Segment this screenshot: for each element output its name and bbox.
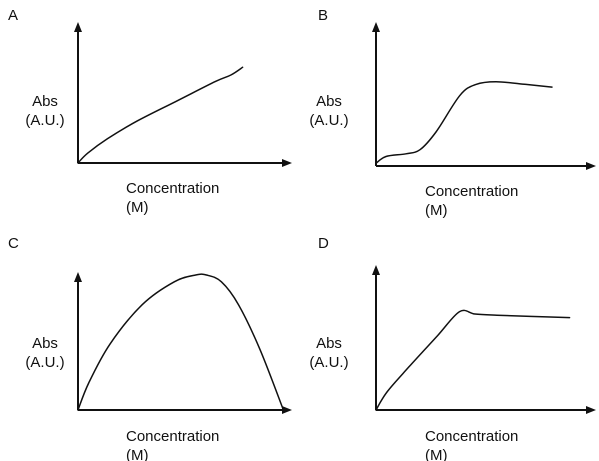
y-axis-label: Abs xyxy=(316,93,342,110)
series-line xyxy=(375,80,553,165)
series-line xyxy=(77,66,244,164)
x-axis-label: Concentration xyxy=(126,428,219,445)
x-axis-label: (M) xyxy=(126,447,149,461)
x-axis-label: Concentration xyxy=(425,183,518,200)
chart-panel-a: A Abs (A.U.) Concentration (M) xyxy=(8,7,292,216)
y-axis-label: Abs xyxy=(32,335,58,352)
chart-panel-c: C Abs (A.U.) Concentration (M) xyxy=(8,235,292,461)
y-axis-label: (A.U.) xyxy=(25,112,64,129)
panel-letter: A xyxy=(8,7,18,24)
x-axis-arrowhead xyxy=(282,159,292,167)
x-axis-label: Concentration xyxy=(425,428,518,445)
y-axis-arrowhead xyxy=(74,272,82,282)
y-axis-label: Abs xyxy=(316,335,342,352)
x-axis-arrowhead xyxy=(282,406,292,414)
x-axis-arrowhead xyxy=(586,162,596,170)
chart-panel-b: B Abs (A.U.) Concentration (M) xyxy=(309,7,596,219)
x-axis-label: (M) xyxy=(425,447,448,461)
series-line xyxy=(77,273,285,411)
x-axis-label: (M) xyxy=(126,199,149,216)
x-axis-label: (M) xyxy=(425,202,448,219)
y-axis-label: (A.U.) xyxy=(309,112,348,129)
y-axis-arrowhead xyxy=(74,22,82,32)
chart-panel-d: D Abs (A.U.) Concentration (M) xyxy=(309,235,596,461)
panel-letter: D xyxy=(318,235,329,252)
x-axis-arrowhead xyxy=(586,406,596,414)
y-axis-arrowhead xyxy=(372,265,380,275)
panel-letter: C xyxy=(8,235,19,252)
y-axis-label: (A.U.) xyxy=(309,354,348,371)
panel-letter: B xyxy=(318,7,328,24)
y-axis-label: (A.U.) xyxy=(25,354,64,371)
y-axis-label: Abs xyxy=(32,93,58,110)
series-line xyxy=(375,309,571,411)
x-axis-label: Concentration xyxy=(126,180,219,197)
y-axis-arrowhead xyxy=(372,22,380,32)
